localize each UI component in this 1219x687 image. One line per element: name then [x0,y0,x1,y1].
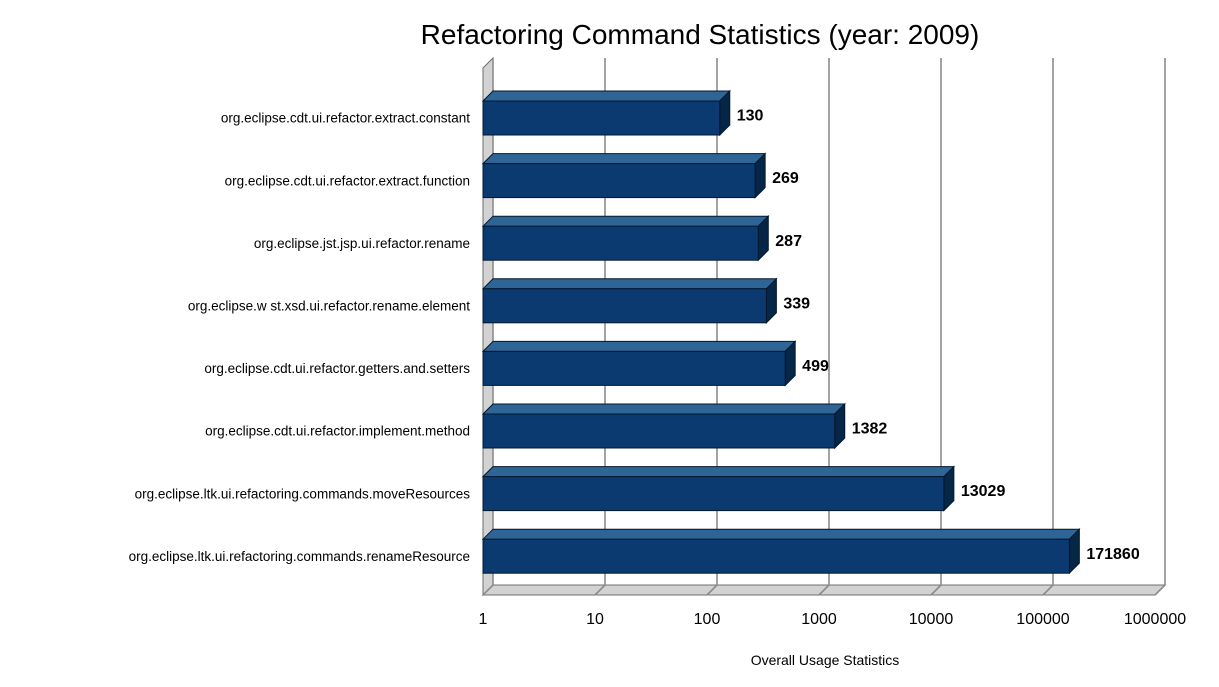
bar-front-face [482,288,767,324]
bar-front-face [482,538,1070,574]
x-tick-label: 100 [694,611,721,628]
category-label: org.eclipse.cdt.ui.refactor.extract.cons… [221,111,470,126]
gridline-floor-tick [1042,584,1054,596]
value-label: 1382 [852,421,888,438]
category-label: org.eclipse.cdt.ui.refactor.extract.func… [225,173,470,188]
bar-top-face [481,528,1081,540]
plot-area: org.eclipse.cdt.ui.refactor.extract.cons… [129,56,1186,628]
bar: org.eclipse.w st.xsd.ui.refactor.rename.… [188,277,810,325]
chart-title: Refactoring Command Statistics (year: 20… [421,19,980,50]
x-axis-title: Overall Usage Statistics [751,652,900,668]
bar-front-face [482,350,786,386]
value-label: 287 [775,233,802,250]
bar-top-face [481,466,956,478]
bar-front-face [482,413,836,449]
category-label: org.eclipse.ltk.ui.refactoring.commands.… [129,549,470,564]
x-tick-label: 10 [586,611,604,628]
x-tick-label: 100000 [1016,611,1069,628]
value-label: 171860 [1086,546,1139,563]
gridline-floor-tick [1154,584,1166,596]
x-tick-label: 10000 [909,611,954,628]
category-label: org.eclipse.jst.jsp.ui.refactor.rename [254,236,470,251]
gridline-floor-tick [930,584,942,596]
bar: org.eclipse.cdt.ui.refactor.implement.me… [205,402,888,450]
bar-top-face [481,215,770,227]
category-label: org.eclipse.cdt.ui.refactor.getters.and.… [204,361,470,376]
category-label: org.eclipse.cdt.ui.refactor.implement.me… [205,424,470,439]
value-label: 339 [783,295,810,312]
bar: org.eclipse.cdt.ui.refactor.getters.and.… [204,340,829,387]
bar: org.eclipse.ltk.ui.refactoring.commands.… [135,465,1006,512]
bar-top-face [481,153,767,165]
value-label: 499 [802,358,829,375]
bar-front-face [482,163,756,199]
category-label: org.eclipse.w st.xsd.ui.refactor.rename.… [188,299,470,314]
value-label: 269 [772,170,799,187]
bar-front-face [482,100,721,136]
value-label: 130 [737,108,764,125]
category-label: org.eclipse.ltk.ui.refactoring.commands.… [135,486,471,501]
bar-top-face [481,90,731,102]
gridline-floor-tick [482,584,494,596]
bar-top-face [481,403,846,415]
bar-front-face [482,225,759,261]
bar: org.eclipse.cdt.ui.refactor.extract.func… [225,152,799,199]
bar-top-face [481,340,797,352]
gridline-floor-tick [818,584,830,596]
x-tick-label: 1 [479,611,488,628]
value-label: 13029 [961,483,1006,500]
wall-left [482,56,494,597]
bar-top-face [481,278,778,290]
bar-front-face [482,476,945,512]
bar: org.eclipse.cdt.ui.refactor.extract.cons… [221,89,764,137]
gridline-floor-tick [706,584,718,596]
gridline-floor-tick [594,584,606,596]
bar: org.eclipse.ltk.ui.refactoring.commands.… [129,527,1140,575]
x-tick-label: 1000000 [1124,611,1186,628]
x-tick-label: 1000 [801,611,837,628]
bar: org.eclipse.jst.jsp.ui.refactor.rename 28… [254,214,802,262]
